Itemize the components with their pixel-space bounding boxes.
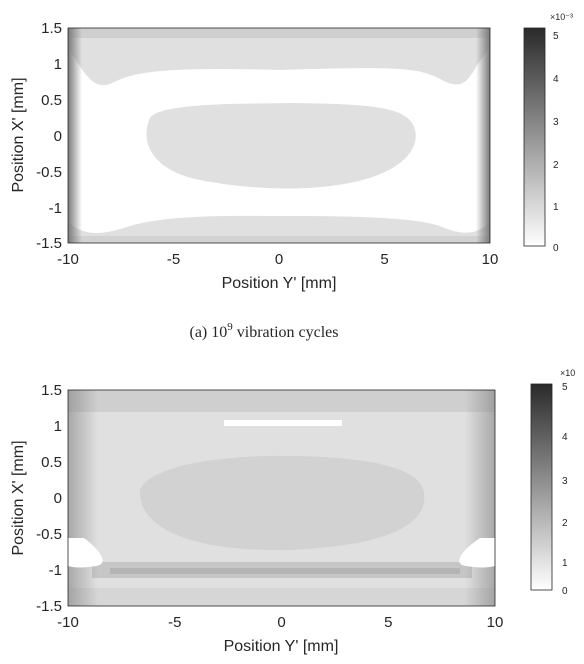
region-top-band: [68, 28, 490, 86]
x-ticks-b: -10 -5 0 5 10: [57, 614, 503, 631]
colorbar-exponent: ×10⁻³: [550, 12, 573, 22]
y-tick-label: -1.5: [36, 598, 62, 615]
heatmap-panel-b: -10 -5 0 5 10 1.5 1 0.5 0 -0.5 -1 -1.5 P…: [10, 368, 575, 655]
y-tick-label: 0: [54, 490, 62, 507]
colorbar-tick-label: 0: [553, 243, 559, 254]
heatmap-panel-a: -10 -5 0 5 10 1.5 1 0.5 0 -0.5 -1 -1.5 P…: [10, 12, 573, 292]
y-tick-label: -0.5: [36, 526, 62, 543]
colorbar-tick-label: 1: [562, 558, 568, 569]
x-tick-label: -10: [57, 614, 79, 631]
region-white-patch: [224, 420, 342, 426]
x-axis-label-b: Position Y' [mm]: [224, 638, 339, 655]
y-tick-label: -0.5: [36, 164, 62, 181]
region-white-notch-left: [68, 538, 103, 568]
y-ticks-b: 1.5 1 0.5 0 -0.5 -1 -1.5: [36, 382, 62, 615]
region-left-edge: [68, 28, 82, 243]
x-tick-label: -5: [168, 614, 181, 631]
colorbar-tick-label: 5: [562, 382, 568, 393]
colorbar-tick-label: 0: [562, 586, 568, 597]
y-tick-label: 0.5: [41, 454, 62, 471]
colorbar-exponent: ×10: [560, 368, 575, 378]
region-white-notch-right: [459, 538, 495, 568]
axes-frame-b: [67, 389, 496, 607]
y-tick-label: -1: [49, 562, 62, 579]
x-ticks-a: -10 -5 0 5 10: [57, 251, 498, 268]
colorbar-gradient: [523, 27, 546, 247]
y-tick-label: 1.5: [41, 20, 62, 37]
region-top-band: [68, 390, 495, 412]
region-right-edge: [476, 28, 490, 243]
y-ticks-a: 1.5 1 0.5 0 -0.5 -1 -1.5: [36, 20, 62, 252]
x-tick-label: 10: [487, 614, 504, 631]
x-axis-label-a: Position Y' [mm]: [222, 275, 337, 292]
colorbar-tick-label: 4: [562, 432, 568, 443]
y-tick-label: 1: [54, 418, 62, 435]
y-tick-label: 0.5: [41, 92, 62, 109]
colorbar-tick-label: 5: [553, 31, 559, 42]
caption-a: (a) 109 vibration cycles: [189, 321, 338, 341]
y-tick-label: -1.5: [36, 235, 62, 252]
colorbar-tick-label: 2: [562, 518, 568, 529]
field-a: [68, 28, 490, 243]
colorbar-tick-label: 3: [553, 117, 559, 128]
colorbar-tick-label: 3: [562, 476, 568, 487]
field-b: [68, 390, 495, 606]
colorbar-tick-label: 2: [553, 160, 559, 171]
y-axis-label-a: Position X' [mm]: [10, 77, 27, 192]
colorbar-tick-label: 1: [553, 202, 559, 213]
region-central-ellipse: [139, 455, 425, 551]
x-tick-label: 5: [380, 251, 388, 268]
x-tick-label: 10: [482, 251, 499, 268]
x-tick-label: 0: [275, 251, 283, 268]
colorbar-a: ×10⁻³ 0 1 2 3 4 5: [523, 12, 573, 254]
y-tick-label: 0: [54, 128, 62, 145]
y-tick-label: -1: [49, 200, 62, 217]
region-central-ellipse: [146, 103, 416, 189]
x-tick-label: -10: [57, 251, 79, 268]
x-tick-label: -5: [167, 251, 180, 268]
axes-frame-a: [67, 27, 491, 244]
y-axis-label-b: Position X' [mm]: [10, 440, 27, 555]
x-tick-label: 5: [384, 614, 392, 631]
colorbar-gradient: [530, 383, 553, 591]
y-tick-label: 1.5: [41, 382, 62, 399]
x-tick-label: 0: [277, 614, 285, 631]
colorbar-b: ×10 0 1 2 3 4 5: [530, 368, 575, 597]
region-top-edge: [68, 28, 490, 38]
colorbar-tick-label: 4: [553, 74, 559, 85]
y-tick-label: 1: [54, 56, 62, 73]
